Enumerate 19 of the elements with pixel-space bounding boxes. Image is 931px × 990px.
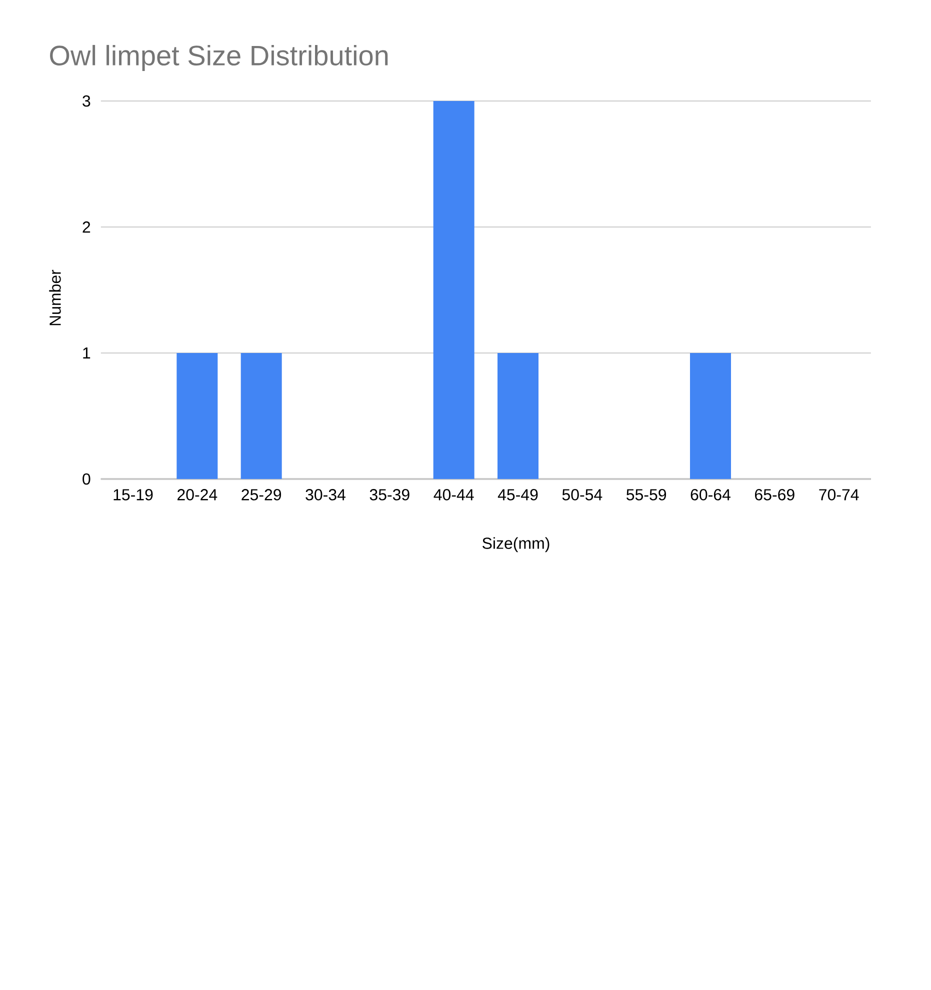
chart-title: Owl limpet Size Distribution bbox=[50, 44, 388, 72]
x-tick-label: 70-74 bbox=[819, 489, 859, 500]
y-tick-label: 2 bbox=[82, 221, 90, 233]
x-tick-label: 35-39 bbox=[370, 489, 410, 500]
x-tick-label: 15-19 bbox=[114, 489, 153, 500]
x-tick-label: 20-24 bbox=[178, 489, 218, 500]
y-tick-label: 3 bbox=[82, 95, 90, 107]
x-tick-label: 55-59 bbox=[626, 489, 666, 500]
x-tick-label: 60-64 bbox=[690, 489, 730, 500]
x-tick-label: 40-44 bbox=[434, 489, 474, 500]
y-axis-title: Number bbox=[49, 270, 61, 326]
x-tick-label: 45-49 bbox=[498, 489, 538, 500]
x-tick-label: 50-54 bbox=[562, 489, 602, 500]
y-tick-label: 1 bbox=[83, 348, 90, 358]
x-axis-title: Size(mm) bbox=[482, 537, 550, 552]
x-tick-label: 25-29 bbox=[242, 489, 282, 500]
x-tick-label: 30-34 bbox=[306, 489, 346, 500]
y-tick-label: 0 bbox=[82, 473, 90, 485]
x-tick-label: 65-69 bbox=[755, 489, 794, 500]
